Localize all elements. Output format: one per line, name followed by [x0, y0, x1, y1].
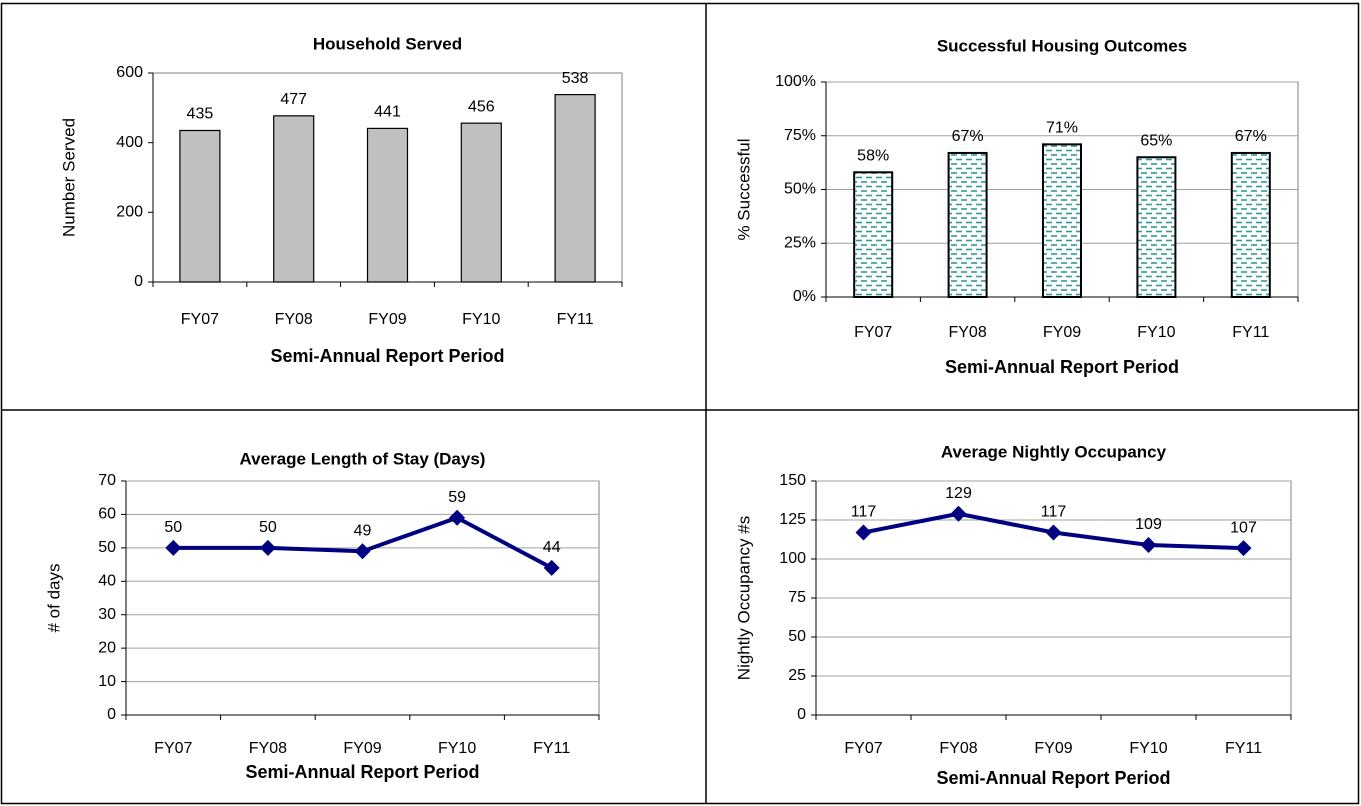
data-label: 65%	[1140, 132, 1172, 149]
data-label: 129	[945, 485, 972, 502]
x-tick-label: FY09	[368, 311, 406, 328]
x-tick-label: FY11	[533, 740, 570, 757]
y-tick-label: 0	[797, 706, 806, 723]
y-tick-label: 70	[98, 472, 116, 489]
x-axis-label: Semi-Annual Report Period	[945, 357, 1179, 377]
y-tick-label: 30	[98, 606, 116, 623]
bar	[366, 127, 409, 283]
x-tick-label: FY07	[154, 740, 192, 757]
data-label: 50	[259, 519, 277, 536]
data-label: 477	[280, 91, 307, 108]
y-tick-label: 50	[98, 539, 116, 556]
bar	[853, 171, 894, 298]
bar	[554, 93, 596, 283]
marker	[354, 543, 371, 560]
data-label: 117	[1041, 504, 1067, 521]
x-tick-label: FY07	[181, 311, 219, 328]
y-tick-label: 50%	[784, 181, 816, 198]
y-tick-label: 100	[779, 550, 806, 567]
data-label: 456	[468, 98, 495, 115]
data-label: 67%	[1235, 128, 1267, 145]
x-tick-label: FY11	[1232, 324, 1269, 341]
y-axis-label: Number Served	[59, 118, 78, 237]
data-label: 67%	[952, 128, 984, 145]
data-label: 107	[1230, 519, 1257, 536]
marker	[259, 539, 276, 556]
bar	[1042, 143, 1082, 298]
y-tick-label: 150	[779, 472, 806, 489]
y-tick-label: 200	[116, 204, 143, 221]
x-tick-label: FY08	[249, 740, 287, 757]
data-label: 441	[374, 104, 401, 121]
y-tick-label: 50	[788, 628, 806, 645]
chart-title: Successful Housing Outcomes	[937, 36, 1187, 55]
chart-title: Average Nightly Occupancy	[941, 442, 1167, 461]
marker	[855, 524, 872, 541]
y-tick-label: 0	[107, 706, 116, 723]
x-tick-label: FY07	[844, 740, 882, 757]
y-tick-label: 100%	[775, 73, 816, 90]
marker	[950, 505, 967, 522]
chart-title: Household Served	[313, 34, 462, 53]
bar	[1230, 151, 1271, 298]
y-tick-label: 600	[116, 64, 143, 81]
x-tick-label: FY11	[1225, 740, 1262, 757]
y-axis-label: Nightly Occupancy #s	[734, 516, 753, 680]
x-tick-label: FY08	[939, 740, 977, 757]
marker	[1140, 536, 1157, 553]
y-tick-label: 25	[788, 667, 806, 684]
x-tick-label: FY10	[438, 740, 476, 757]
marker	[449, 509, 466, 526]
bar	[1136, 156, 1177, 298]
marker	[543, 559, 560, 576]
x-axis-label: Semi-Annual Report Period	[245, 762, 479, 782]
y-tick-label: 0%	[793, 288, 816, 305]
bar	[460, 122, 502, 283]
data-label: 71%	[1046, 120, 1078, 137]
y-tick-label: 10	[98, 673, 116, 690]
y-tick-label: 125	[779, 511, 806, 528]
bar	[947, 151, 988, 298]
data-label: 49	[354, 522, 372, 539]
x-tick-label: FY09	[1043, 324, 1081, 341]
x-axis-label: Semi-Annual Report Period	[936, 768, 1170, 788]
data-label: 59	[448, 489, 466, 506]
chart-title: Average Length of Stay (Days)	[240, 449, 486, 468]
data-label: 50	[164, 519, 182, 536]
x-tick-label: FY10	[1129, 740, 1167, 757]
x-tick-label: FY10	[462, 311, 500, 328]
x-tick-label: FY07	[854, 324, 892, 341]
data-label: 538	[562, 70, 589, 87]
data-label: 109	[1135, 516, 1162, 533]
x-tick-label: FY11	[557, 311, 594, 328]
y-tick-label: 75	[788, 589, 806, 606]
y-tick-label: 20	[98, 639, 116, 656]
x-axis-label: Semi-Annual Report Period	[270, 346, 504, 366]
y-tick-label: 75%	[784, 127, 816, 144]
x-tick-label: FY10	[1137, 324, 1175, 341]
y-axis-label: # of days	[44, 564, 63, 633]
x-tick-label: FY08	[948, 324, 986, 341]
x-tick-label: FY09	[343, 740, 381, 757]
x-tick-label: FY09	[1034, 740, 1072, 757]
x-tick-label: FY08	[275, 311, 313, 328]
y-tick-label: 400	[116, 134, 143, 151]
bar	[179, 129, 221, 283]
data-label: 117	[851, 504, 877, 521]
marker	[165, 539, 182, 556]
y-tick-label: 25%	[784, 234, 816, 251]
data-label: 58%	[857, 148, 889, 165]
y-axis-label: % Successful	[734, 138, 753, 240]
marker	[1045, 524, 1062, 541]
data-label: 44	[543, 539, 561, 556]
plot-area	[125, 480, 600, 716]
y-tick-label: 0	[134, 273, 143, 290]
data-label: 435	[187, 106, 214, 123]
y-tick-label: 60	[98, 506, 116, 523]
marker	[1235, 540, 1252, 557]
y-tick-label: 40	[98, 573, 116, 590]
bar	[273, 115, 315, 283]
